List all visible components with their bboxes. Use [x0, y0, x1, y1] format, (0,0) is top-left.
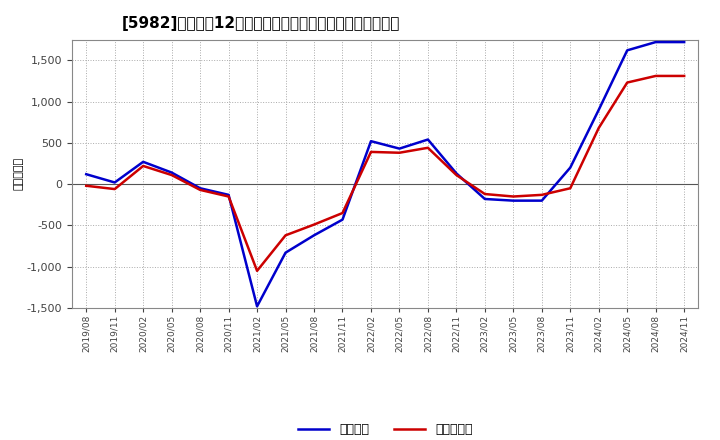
経常利益 [110, 180, 119, 185]
経常利益 [167, 170, 176, 175]
当期純利益 [338, 210, 347, 216]
経常利益 [423, 137, 432, 142]
経常利益 [395, 146, 404, 151]
経常利益 [509, 198, 518, 203]
当期純利益 [423, 145, 432, 150]
経常利益 [82, 172, 91, 177]
当期純利益 [110, 187, 119, 192]
経常利益 [196, 186, 204, 191]
当期純利益 [395, 150, 404, 155]
当期純利益 [139, 163, 148, 169]
経常利益 [282, 250, 290, 255]
当期純利益 [509, 194, 518, 199]
当期純利益 [680, 73, 688, 79]
経常利益 [139, 159, 148, 165]
経常利益 [566, 165, 575, 170]
Text: [5982]　利益だ12か月移動合計の対前年同期増減額の推移: [5982] 利益だ12か月移動合計の対前年同期増減額の推移 [122, 16, 400, 32]
経常利益 [338, 217, 347, 222]
Line: 当期純利益: 当期純利益 [86, 76, 684, 271]
当期純利益 [196, 187, 204, 193]
当期純利益 [282, 233, 290, 238]
経常利益 [652, 40, 660, 45]
経常利益 [452, 171, 461, 176]
経常利益 [680, 40, 688, 45]
経常利益 [253, 304, 261, 309]
当期純利益 [652, 73, 660, 79]
当期純利益 [366, 149, 375, 154]
当期純利益 [623, 80, 631, 85]
経常利益 [480, 196, 489, 202]
当期純利益 [566, 186, 575, 191]
当期純利益 [452, 172, 461, 178]
経常利益 [537, 198, 546, 203]
経常利益 [595, 107, 603, 113]
経常利益 [623, 48, 631, 53]
経常利益 [310, 233, 318, 238]
当期純利益 [253, 268, 261, 274]
当期純利益 [537, 192, 546, 198]
当期純利益 [167, 172, 176, 178]
Line: 経常利益: 経常利益 [86, 42, 684, 306]
当期純利益 [595, 125, 603, 131]
当期純利益 [225, 194, 233, 199]
Legend: 経常利益, 当期純利益: 経常利益, 当期純利益 [293, 418, 477, 440]
当期純利益 [310, 222, 318, 227]
当期純利益 [82, 183, 91, 188]
当期純利益 [480, 191, 489, 197]
経常利益 [366, 139, 375, 144]
Y-axis label: （百万円）: （百万円） [14, 157, 24, 191]
経常利益 [225, 192, 233, 198]
